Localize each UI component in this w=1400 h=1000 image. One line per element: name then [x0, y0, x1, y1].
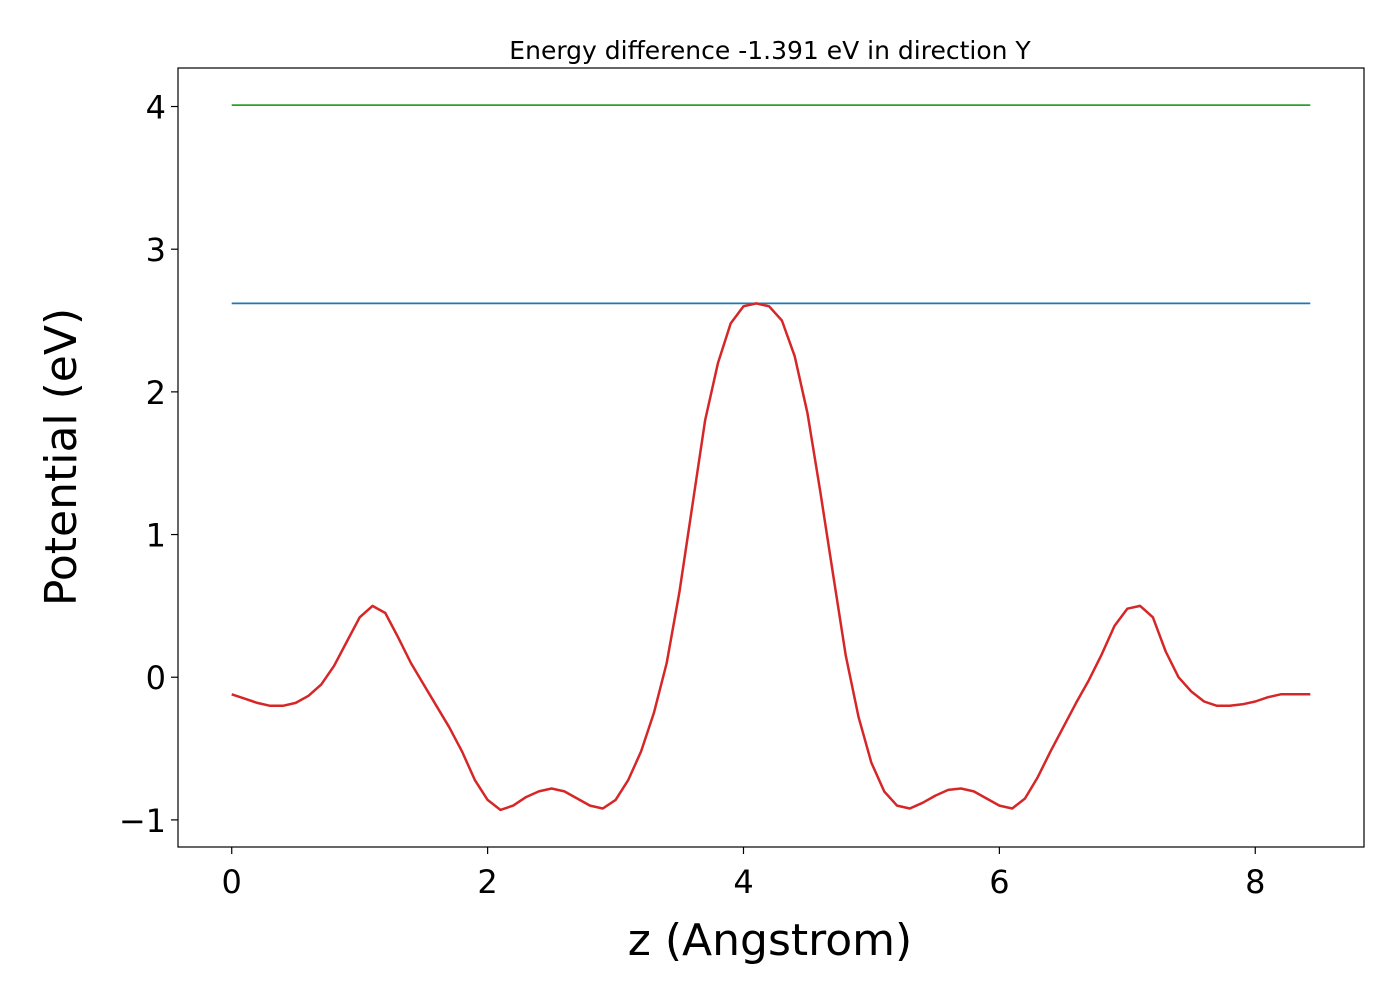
series-layer [231, 104, 1311, 812]
series-line-3 [231, 302, 1311, 812]
y-tick-label: 4 [146, 89, 166, 127]
x-tick-label: 4 [733, 863, 753, 901]
chart-title: Energy difference -1.391 eV in direction… [509, 36, 1031, 65]
y-tick-label: 2 [146, 374, 166, 412]
y-axis-label: Potential (eV) [36, 308, 87, 606]
x-tick-label: 0 [222, 863, 242, 901]
x-tick-label: 8 [1245, 863, 1265, 901]
plot-area [177, 67, 1365, 848]
plot-frame [177, 67, 1365, 848]
y-axis: −1 0 1 2 3 4 [119, 89, 178, 840]
y-tick-label: 3 [146, 231, 166, 269]
x-axis: 0 2 4 6 8 [222, 847, 1265, 901]
y-tick-label: 0 [146, 659, 166, 697]
y-tick-label: −1 [119, 802, 166, 840]
x-tick-label: 6 [989, 863, 1009, 901]
y-tick-label: 1 [146, 517, 166, 555]
x-axis-label: z (Angstrom) [628, 915, 912, 966]
x-tick-label: 2 [477, 863, 497, 901]
